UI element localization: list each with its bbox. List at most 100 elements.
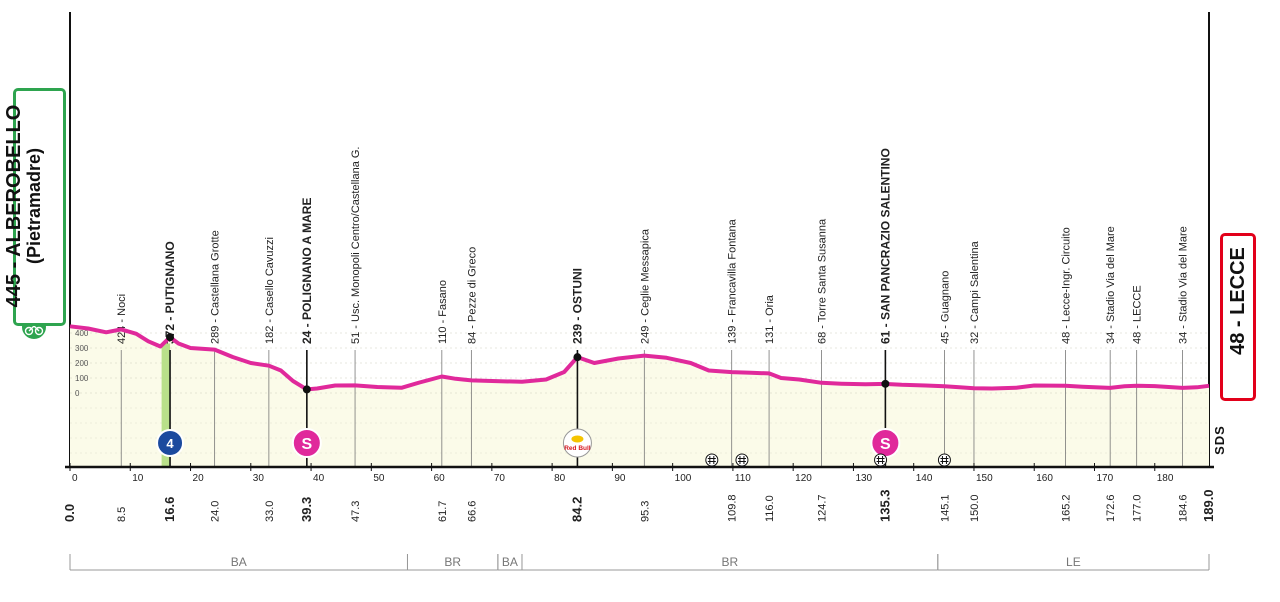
place-label: 239 - OSTUNI — [570, 268, 584, 344]
sprint-letter: S — [880, 436, 891, 453]
town-dot — [166, 333, 175, 342]
x-tick-label: 90 — [614, 473, 626, 484]
start-cyclist-icon — [28, 325, 40, 332]
place-label: 372 - PUTIGNANO — [163, 241, 177, 344]
y-tick-label: 400 — [75, 329, 89, 338]
km-label: 8.5 — [116, 507, 128, 522]
x-tick-label: 40 — [313, 473, 325, 484]
km-label: 184.6 — [1177, 494, 1189, 522]
province-label: LE — [1066, 555, 1081, 569]
sprint-letter: S — [302, 436, 313, 453]
km-label: 172.6 — [1105, 494, 1117, 522]
x-tick-label: 50 — [373, 473, 385, 484]
town-dot — [881, 379, 890, 388]
town-dot — [573, 353, 582, 362]
place-label: 48 - Lecce-Ingr. Circuito — [1061, 227, 1073, 344]
place-label: 249 - Ceglie Messapica — [639, 228, 651, 344]
kom-badge-icon — [156, 429, 185, 457]
x-tick-label: 160 — [1036, 473, 1053, 484]
province-label: BA — [502, 555, 518, 569]
x-tick-label: 150 — [976, 473, 993, 484]
km-label: 165.2 — [1061, 494, 1073, 522]
place-label: 34 - Stadio Via del Mare — [1177, 226, 1189, 344]
x-tick-label: 30 — [253, 473, 265, 484]
town-dot — [302, 385, 311, 394]
redbull-badge-icon — [562, 428, 592, 458]
km-label: 150.0 — [969, 494, 981, 522]
finish-label: 48 - LECCE — [1227, 247, 1249, 355]
rail-crossing-icon — [937, 453, 951, 467]
km-label: 145.1 — [939, 494, 951, 522]
km-label: 33.0 — [264, 501, 276, 522]
profile-line — [69, 324, 1210, 392]
finish-box — [1220, 233, 1256, 401]
place-label: 110 - Fasano — [437, 280, 449, 344]
x-tick-label: 10 — [132, 473, 144, 484]
y-tick-label: 100 — [75, 374, 89, 383]
km-label: 135.3 — [877, 489, 892, 522]
km-label: 61.7 — [437, 501, 449, 522]
place-label: 34 - Stadio Via del Mare — [1105, 226, 1117, 344]
km-label: 39.3 — [299, 497, 314, 522]
place-label: 139 - Francavilla Fontana — [727, 218, 739, 344]
rail-crossing-icon — [705, 453, 719, 467]
place-label: 61 - SAN PANCRAZIO SALENTINO — [878, 148, 892, 344]
km-label: 177.0 — [1132, 494, 1144, 522]
x-tick-label: 0 — [72, 473, 78, 484]
start-label: 445 - ALBEROBELLO (Pietramadre) — [3, 87, 48, 325]
place-label: 68 - Torre Santa Susanna — [816, 218, 828, 344]
x-tick-label: 80 — [554, 473, 566, 484]
province-label: BR — [444, 555, 461, 569]
y-tick-label: 0 — [75, 389, 80, 398]
km-label: 66.6 — [466, 501, 478, 522]
brand-logo: SDS — [1212, 425, 1227, 455]
climb-highlight — [161, 343, 171, 467]
rail-crossing-icon — [874, 453, 888, 467]
start-cyclist-icon — [34, 326, 44, 336]
km-label: 124.7 — [816, 494, 828, 522]
km-label: 109.8 — [727, 494, 739, 522]
km-label: 24.0 — [210, 501, 222, 522]
x-tick-label: 130 — [855, 473, 872, 484]
start-town: 445 - ALBEROBELLO — [3, 104, 25, 308]
place-label: 48 - LECCE — [1132, 285, 1144, 344]
start-box — [13, 88, 66, 326]
km-label: 95.3 — [639, 501, 651, 522]
redbull-label: Red Bull — [564, 445, 591, 452]
km-label: 189.0 — [1201, 489, 1216, 522]
km-label: 84.2 — [569, 497, 584, 522]
x-tick-label: 100 — [675, 473, 692, 484]
place-label: 289 - Castellana Grotte — [210, 230, 222, 344]
kom-category: 4 — [166, 436, 174, 451]
place-label: 45 - Guagnano — [939, 271, 951, 344]
x-tick-label: 60 — [434, 473, 446, 484]
place-label: 32 - Campi Salentina — [969, 240, 981, 344]
redbull-sun-icon — [571, 435, 584, 443]
x-tick-label: 110 — [735, 473, 751, 484]
x-tick-label: 70 — [494, 473, 506, 484]
place-label: 182 - Casello Cavuzzi — [264, 237, 276, 344]
km-label: 116.0 — [764, 495, 776, 522]
x-tick-label: 140 — [916, 473, 933, 484]
x-tick-label: 120 — [795, 473, 812, 484]
km-label: 16.6 — [162, 497, 177, 522]
place-label: 84 - Pezze di Greco — [466, 247, 478, 344]
y-tick-label: 300 — [75, 344, 89, 353]
place-label: 51 - Usc. Monopoli Centro/Castellana G. — [350, 147, 362, 344]
x-tick-label: 20 — [193, 473, 205, 484]
y-tick-label: 200 — [75, 359, 89, 368]
start-cyclist-icon — [24, 326, 34, 336]
place-label: 131 - Oria — [764, 294, 776, 344]
km-label: 47.3 — [350, 501, 362, 522]
km-label: 0.0 — [62, 504, 77, 522]
sprint-badge-icon — [291, 428, 322, 458]
x-tick-label: 180 — [1157, 473, 1174, 484]
rail-crossing-icon — [735, 453, 749, 467]
province-label: BA — [231, 555, 247, 569]
place-label: 424 - Noci — [116, 294, 128, 344]
province-label: BR — [722, 555, 739, 569]
place-label: 24 - POLIGNANO A MARE — [300, 198, 314, 344]
start-sub: (Pietramadre) — [24, 147, 44, 265]
